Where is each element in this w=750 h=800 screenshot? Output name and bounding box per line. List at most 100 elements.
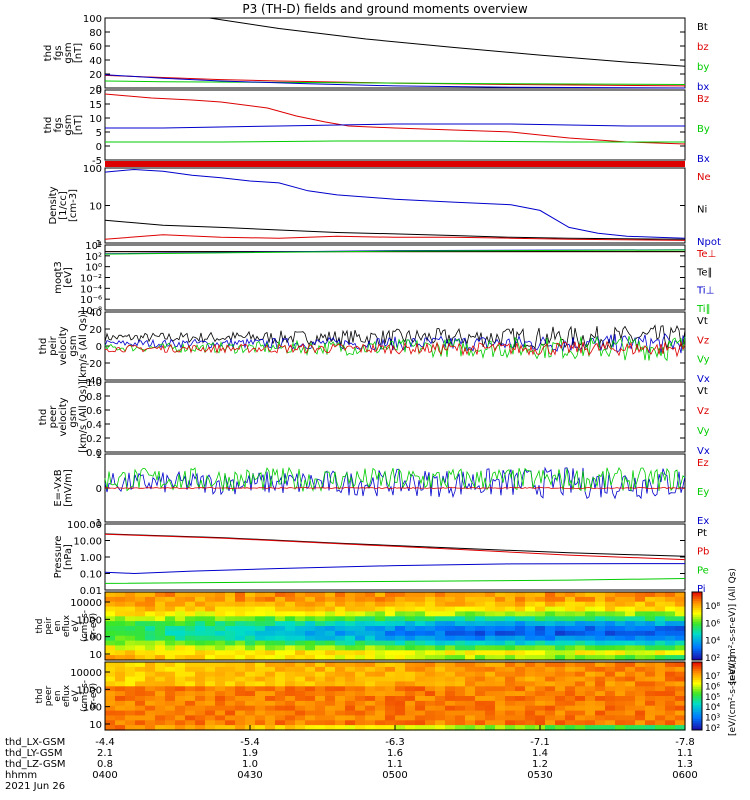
spectrogram-cell — [285, 640, 296, 647]
spectrogram-cell — [345, 630, 356, 637]
spectrogram-cell — [175, 640, 186, 647]
panel-frame — [104, 17, 686, 89]
spectrogram-cell — [145, 720, 156, 726]
spectrogram-cell — [295, 616, 306, 622]
spectrogram-cell — [145, 606, 156, 613]
spectrogram-cell — [205, 681, 216, 687]
spectrogram-cell — [355, 621, 366, 627]
spectrogram-cell — [265, 606, 276, 613]
ytick-label: 0.2 — [86, 434, 102, 445]
spectrogram-cell — [465, 655, 476, 661]
spectrogram-cell — [615, 715, 626, 721]
spectrogram-cell — [335, 640, 346, 647]
spectrogram-cell — [115, 635, 126, 642]
spectrogram-cell — [195, 626, 206, 632]
spectrogram-cell — [535, 630, 546, 637]
spectrogram-cell — [145, 640, 156, 647]
spectrogram-cell — [125, 720, 136, 726]
series-Bz — [104, 93, 686, 145]
ytick-label: 0 — [96, 142, 102, 153]
spectrogram-cell — [455, 676, 466, 683]
spectrogram-cell — [625, 710, 636, 717]
spectrogram-cell — [395, 596, 406, 603]
spectrogram-cell — [395, 696, 406, 702]
spectrogram-cell — [155, 700, 166, 707]
spectrogram-cell — [635, 671, 646, 678]
spectrogram-cell — [535, 592, 546, 598]
spectrogram-cell — [405, 606, 416, 613]
spectrogram-cell — [325, 650, 336, 656]
spectrogram-cell — [315, 635, 326, 642]
spectrogram-cell — [265, 635, 276, 642]
spectrogram-cell — [475, 676, 486, 683]
spectrogram-cell — [445, 596, 456, 603]
spectrogram-cell — [165, 681, 176, 687]
spectrogram-cell — [285, 681, 296, 687]
spectrogram-cell — [165, 686, 176, 692]
spectrogram-cell — [645, 705, 656, 712]
spectrogram-cell — [585, 662, 596, 668]
spectrogram-cell — [485, 596, 496, 603]
spectrogram-cell — [465, 592, 476, 598]
spectrogram-cell — [435, 676, 446, 683]
spectrogram-cell — [525, 710, 536, 717]
xaxis-row-label: hhmm — [5, 770, 37, 781]
spectrogram-cell — [185, 666, 196, 673]
spectrogram-cell — [225, 630, 236, 637]
spectrogram-cell — [635, 700, 646, 707]
spectrogram-cell — [185, 601, 196, 608]
spectrogram-cell — [575, 635, 586, 642]
spectrogram-cell — [655, 592, 666, 598]
spectrogram-cell — [205, 650, 216, 656]
spectrogram-cell — [525, 720, 536, 726]
spectrogram-cell — [605, 662, 616, 668]
spectrogram-cell — [605, 655, 616, 661]
spectrogram-cell — [315, 645, 326, 651]
spectrogram-cell — [165, 596, 176, 603]
spectrogram-cell — [305, 606, 316, 613]
spectrogram-cell — [185, 621, 196, 627]
spectrogram-cell — [195, 616, 206, 622]
spectrogram-cell — [315, 606, 326, 613]
spectrogram-cell — [325, 681, 336, 687]
spectrogram-cell — [385, 640, 396, 647]
spectrogram-cell — [205, 691, 216, 697]
spectrogram-cell — [455, 715, 466, 721]
spectrogram-cell — [185, 715, 196, 721]
spectrogram-cell — [615, 666, 626, 673]
spectrogram-cell — [475, 626, 486, 632]
spectrogram-cell — [225, 676, 236, 683]
spectrogram-cell — [315, 681, 326, 687]
spectrogram-cell — [155, 596, 166, 603]
spectrogram-cell — [435, 650, 446, 656]
spectrogram-cell — [345, 640, 356, 647]
spectrogram-cell — [605, 715, 616, 721]
colorbar-cell — [692, 723, 702, 726]
spectrogram-cell — [225, 606, 236, 613]
spectrogram-cell — [615, 601, 626, 608]
spectrogram-cell — [545, 681, 556, 687]
spectrogram-cell — [165, 626, 176, 632]
spectrogram-cell — [105, 676, 116, 683]
spectrogram-cell — [105, 592, 116, 598]
spectrogram-cell — [515, 700, 526, 707]
spectrogram-cell — [475, 691, 486, 697]
spectrogram-cell — [315, 596, 326, 603]
spectrogram-cell — [675, 601, 686, 608]
spectrogram-cell — [185, 725, 196, 731]
spectrogram-cell — [105, 666, 116, 673]
spectrogram-cell — [505, 592, 516, 598]
ytick-label: 0 — [96, 342, 102, 353]
legend-Pi: Pi — [697, 584, 706, 595]
ytick-label: 10 — [89, 720, 102, 731]
spectrogram-cell — [265, 666, 276, 673]
spectrogram-cell — [435, 645, 446, 651]
spectrogram-cell — [125, 616, 136, 622]
colorbar-cell — [692, 626, 702, 629]
spectrogram-cell — [275, 710, 286, 717]
spectrogram-cell — [285, 725, 296, 731]
spectrogram-cell — [315, 611, 326, 617]
spectrogram-cell — [615, 621, 626, 627]
spectrogram-cell — [165, 621, 176, 627]
